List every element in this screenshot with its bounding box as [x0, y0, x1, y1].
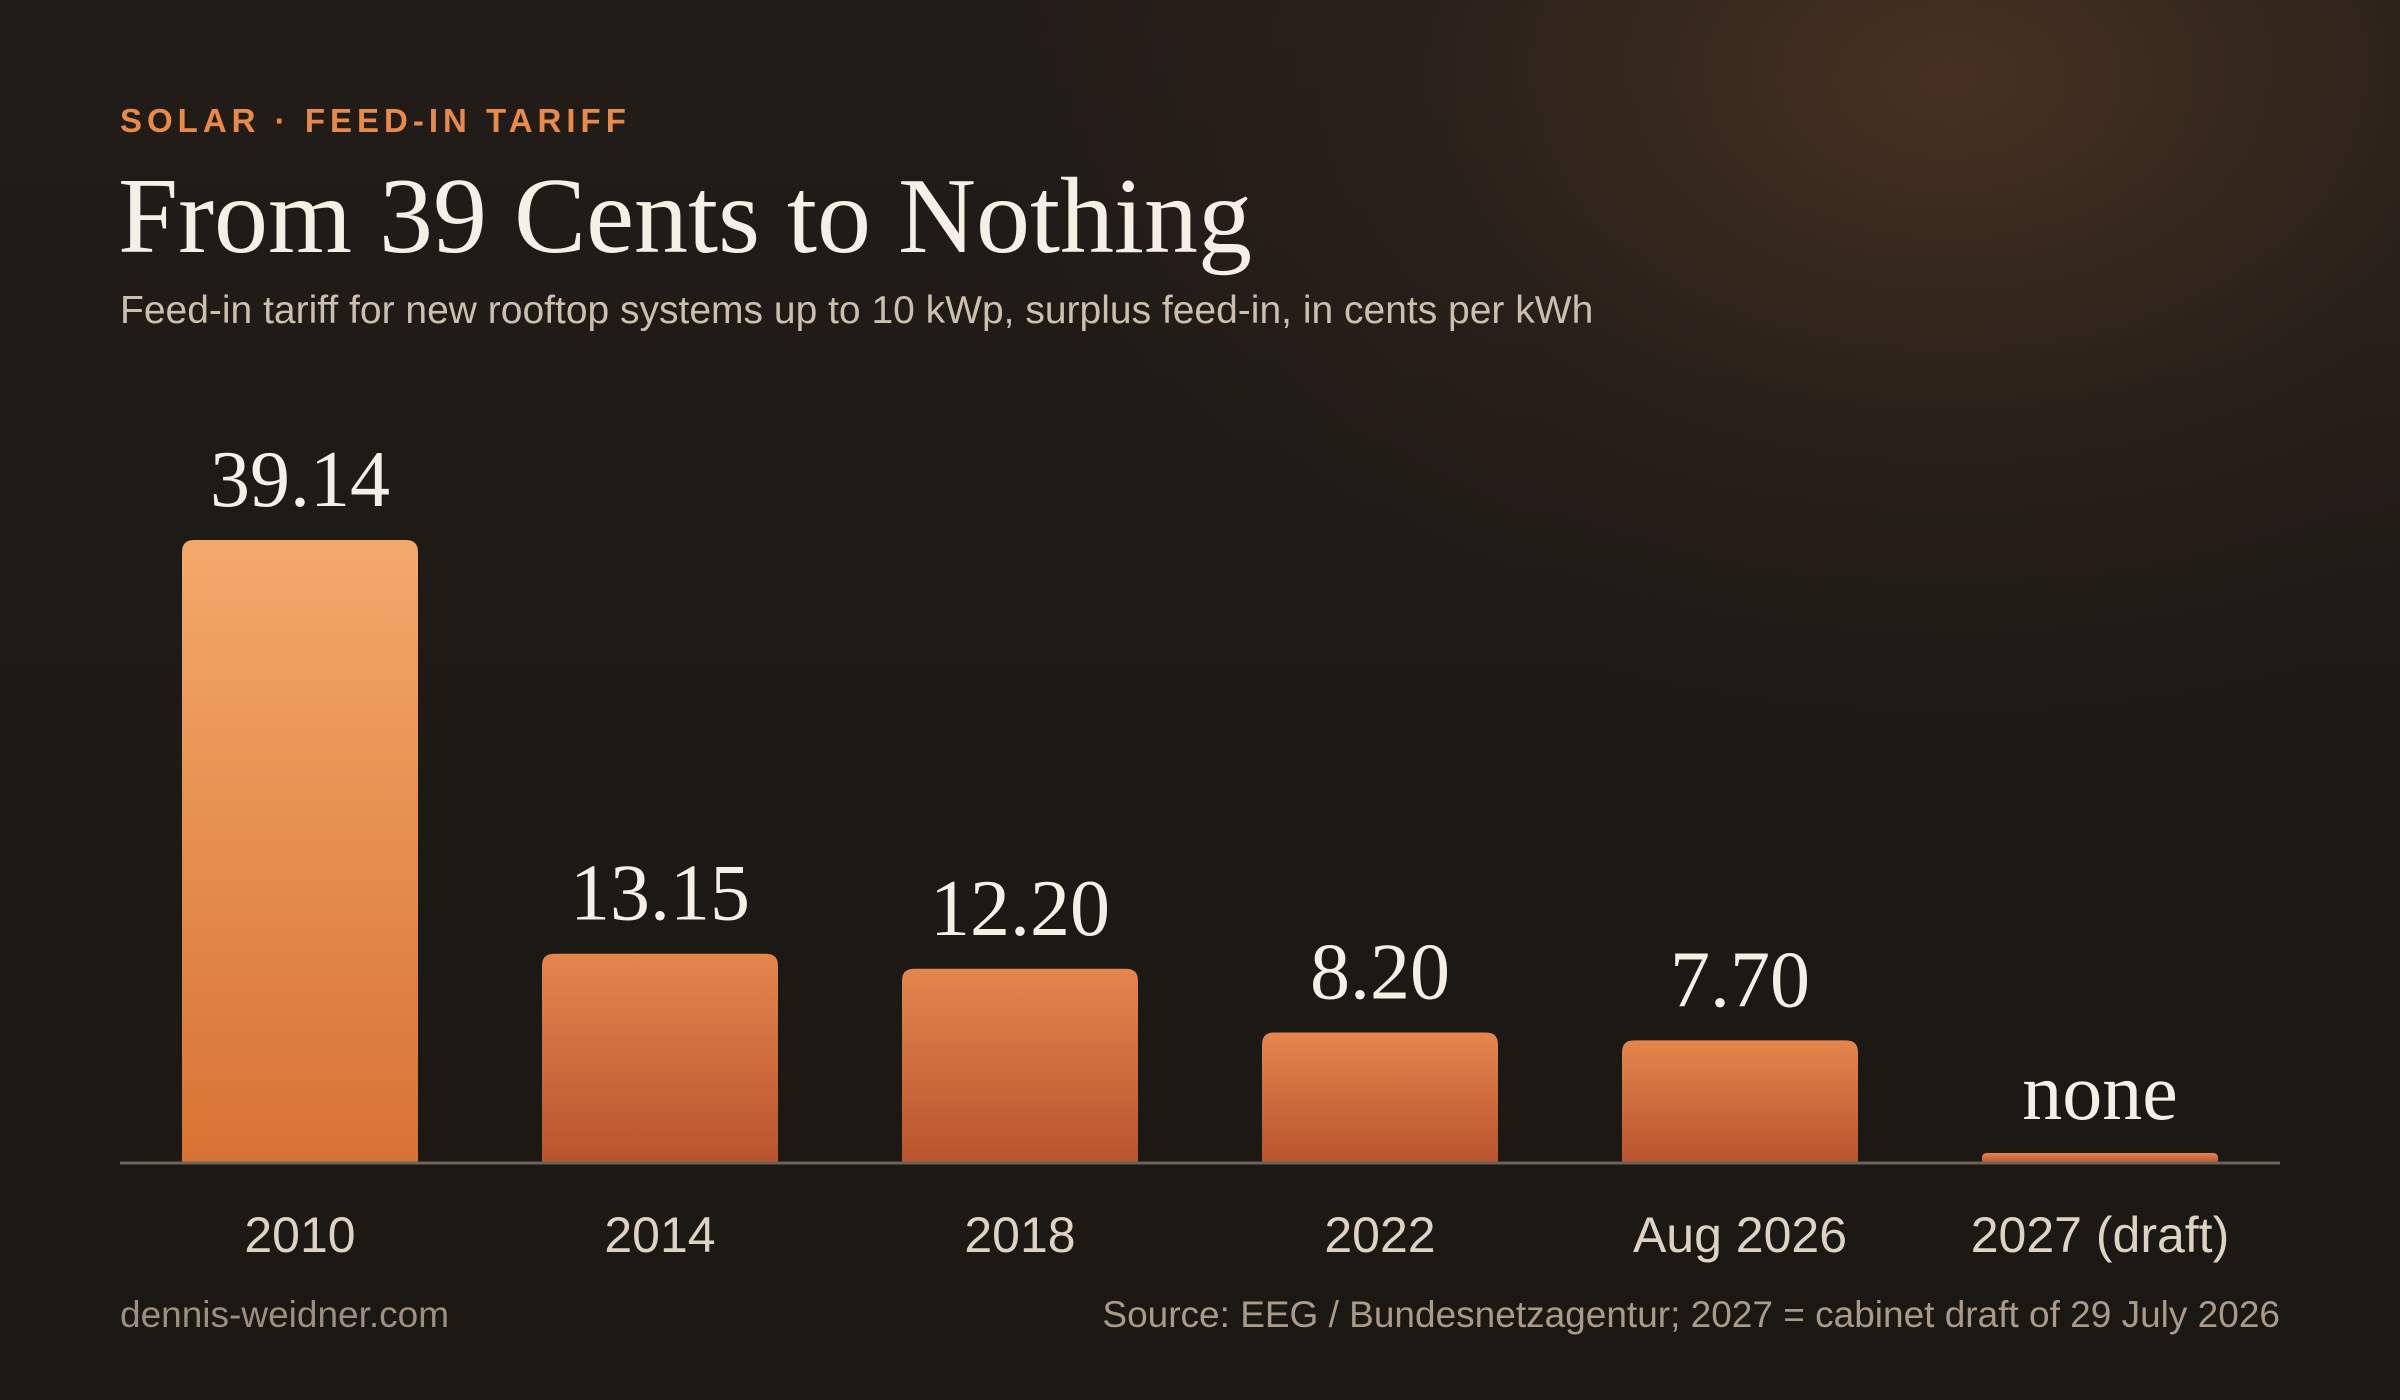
- bar-5: [1622, 1040, 1858, 1163]
- chart-eyebrow: SOLAR · FEED-IN TARIFF: [120, 102, 631, 139]
- bar-2: [542, 953, 778, 1163]
- bar-3: [902, 968, 1138, 1163]
- category-label: 2027 (draft): [1971, 1207, 2229, 1263]
- category-label: 2014: [604, 1207, 715, 1263]
- footer-source: Source: EEG / Bundesnetzagentur; 2027 = …: [1102, 1294, 2280, 1335]
- chart-subtitle: Feed-in tariff for new rooftop systems u…: [120, 289, 1594, 332]
- value-labels-layer: 39.14 13.15 12.20 8.20 7.70 none: [210, 436, 2178, 1137]
- category-label: Aug 2026: [1633, 1207, 1847, 1263]
- category-label: 2022: [1324, 1207, 1435, 1263]
- bar-value-label: 39.14: [210, 436, 390, 524]
- bar-value-label: 8.20: [1310, 928, 1450, 1016]
- footer-site: dennis-weidner.com: [120, 1294, 450, 1335]
- bar-value-label: 12.20: [930, 865, 1110, 953]
- bars-layer: [182, 540, 2218, 1163]
- bar-value-label: 7.70: [1670, 936, 1810, 1024]
- bar-value-label: none: [2022, 1049, 2178, 1137]
- bar-value-label: 13.15: [570, 850, 750, 938]
- category-labels-layer: 2010 2014 2018 2022 Aug 2026 2027 (draft): [244, 1207, 2229, 1263]
- category-label: 2018: [964, 1207, 1075, 1263]
- bar-6: [1982, 1153, 2218, 1163]
- chart-title: From 39 Cents to Nothing: [118, 157, 1253, 276]
- bar-1: [182, 540, 418, 1163]
- category-label: 2010: [244, 1207, 355, 1263]
- bar-4: [1262, 1032, 1498, 1163]
